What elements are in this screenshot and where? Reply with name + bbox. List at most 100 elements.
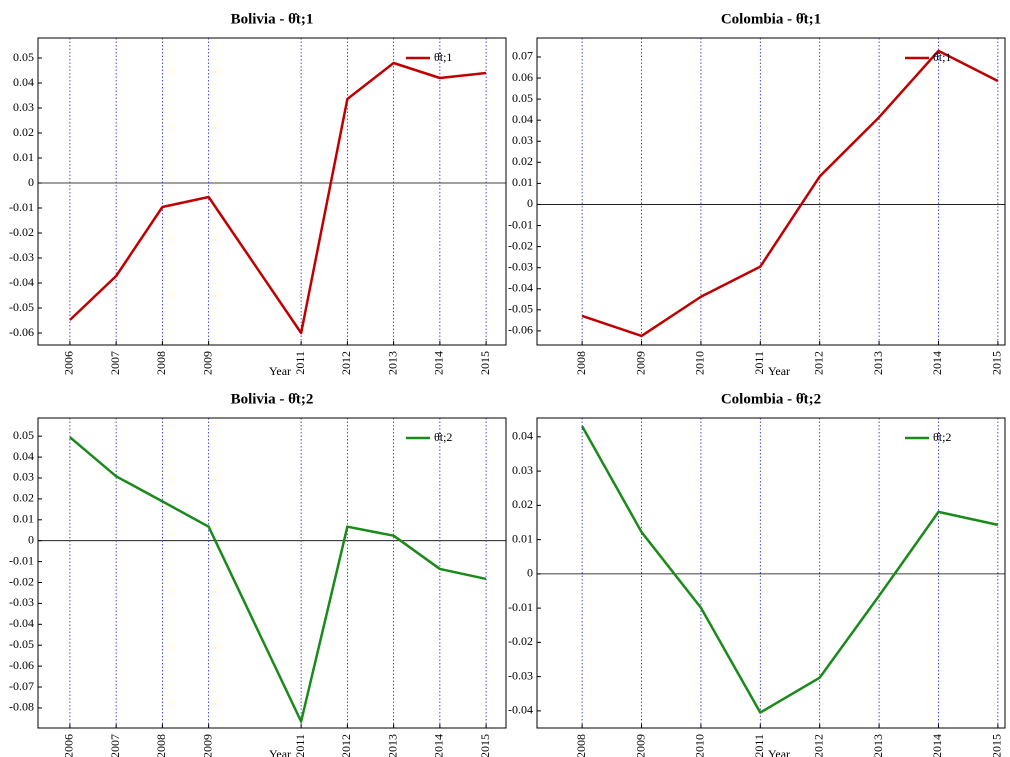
x-tick-label: 2011 <box>752 351 766 375</box>
x-tick-label: 2015 <box>478 734 492 757</box>
chart-title: Colombia - θ̂t;2 <box>721 391 821 407</box>
x-tick-label: 2013 <box>871 351 885 375</box>
x-tick-label: 2014 <box>930 351 944 375</box>
x-tick-label: 2008 <box>154 351 168 375</box>
x-tick-label: 2013 <box>871 734 885 757</box>
y-tick-label: 0.04 <box>512 429 533 443</box>
x-tick-label: 2012 <box>811 734 825 757</box>
y-tick-label: -0.02 <box>508 238 533 252</box>
y-tick-label: 0.02 <box>13 125 34 139</box>
y-tick-label: 0 <box>527 566 533 580</box>
y-tick-label: -0.03 <box>508 259 533 273</box>
y-tick-label: 0.04 <box>512 112 533 126</box>
y-tick-label: 0.05 <box>13 428 34 442</box>
legend: θ̂t;1 <box>905 50 951 64</box>
y-tick-label: -0.01 <box>508 217 533 231</box>
y-tick-label: 0.04 <box>13 75 34 89</box>
y-tick-label: 0.02 <box>512 154 533 168</box>
y-tick-label: -0.01 <box>9 200 34 214</box>
y-tick-label: 0.02 <box>13 491 34 505</box>
legend-label: θ̂t;2 <box>434 430 452 444</box>
data-line <box>69 61 487 335</box>
x-tick-label: 2009 <box>633 351 647 375</box>
y-tick-label: -0.06 <box>9 658 34 672</box>
y-tick-label: 0.04 <box>13 449 34 463</box>
x-tick-label: 2009 <box>200 351 214 375</box>
y-tick-label: -0.08 <box>9 700 34 714</box>
legend-label: θ̂t;2 <box>933 430 951 444</box>
y-tick-label: -0.04 <box>9 616 34 630</box>
data-line <box>581 49 999 338</box>
x-tick-label: 2011 <box>293 351 307 375</box>
y-tick-label: -0.06 <box>9 325 34 339</box>
y-tick-label: 0.07 <box>512 49 533 63</box>
y-tick-label: 0 <box>28 175 34 189</box>
x-tick-label: 2008 <box>574 351 588 375</box>
y-tick-label: 0.03 <box>13 470 34 484</box>
y-tick-label: 0.05 <box>13 50 34 64</box>
x-tick-label: 2008 <box>154 734 168 757</box>
y-tick-label: 0.03 <box>13 100 34 114</box>
x-axis-label: Year <box>768 364 790 378</box>
x-tick-label: 2007 <box>108 351 122 375</box>
y-tick-label: 0.03 <box>512 133 533 147</box>
y-tick-label: -0.02 <box>9 574 34 588</box>
x-tick-label: 2014 <box>432 734 446 757</box>
y-tick-label: 0.02 <box>512 497 533 511</box>
y-tick-label: 0.05 <box>512 91 533 105</box>
x-tick-label: 2014 <box>432 351 446 375</box>
x-tick-label: 2011 <box>293 734 307 757</box>
y-tick-label: -0.06 <box>508 323 533 337</box>
y-tick-label: 0.06 <box>512 70 533 84</box>
y-tick-label: -0.03 <box>508 668 533 682</box>
legend-label: θ̂t;1 <box>434 50 452 64</box>
x-tick-label: 2007 <box>108 734 122 757</box>
y-tick-label: -0.05 <box>9 300 34 314</box>
y-tick-label: -0.05 <box>9 637 34 651</box>
x-tick-label: 2013 <box>385 351 399 375</box>
x-tick-label: 2006 <box>62 351 76 375</box>
legend: θ̂t;2 <box>905 430 951 444</box>
y-tick-label: 0.01 <box>512 175 533 189</box>
x-tick-label: 2006 <box>62 734 76 757</box>
x-tick-label: 2012 <box>339 734 353 757</box>
x-axis-label: Year <box>768 747 790 757</box>
x-tick-label: 2008 <box>574 734 588 757</box>
data-line <box>69 436 487 723</box>
data-line <box>581 425 999 714</box>
y-tick-label: 0 <box>527 196 533 210</box>
plot-frame <box>536 417 1006 729</box>
y-tick-label: -0.03 <box>9 250 34 264</box>
x-tick-label: 2010 <box>693 351 707 375</box>
y-tick-label: -0.07 <box>9 679 34 693</box>
y-tick-label: -0.04 <box>9 275 34 289</box>
chart-title: Bolivia - θ̂t;1 <box>231 11 314 27</box>
y-tick-label: 0.01 <box>13 512 34 526</box>
x-tick-label: 2015 <box>990 351 1004 375</box>
x-tick-label: 2010 <box>693 734 707 757</box>
y-tick-label: -0.02 <box>9 225 34 239</box>
plot-frame <box>536 37 1006 346</box>
y-tick-label: -0.05 <box>508 302 533 316</box>
x-tick-label: 2015 <box>478 351 492 375</box>
x-tick-label: 2009 <box>633 734 647 757</box>
x-axis-label: Year <box>269 747 291 757</box>
plot-frame <box>37 417 507 729</box>
x-tick-label: 2015 <box>990 734 1004 757</box>
x-tick-label: 2011 <box>752 734 766 757</box>
y-tick-label: 0 <box>28 532 34 546</box>
y-tick-label: -0.04 <box>508 280 533 294</box>
y-tick-label: 0.03 <box>512 463 533 477</box>
legend-label: θ̂t;1 <box>933 50 951 64</box>
legend: θ̂t;2 <box>406 430 452 444</box>
x-tick-label: 2009 <box>200 734 214 757</box>
x-tick-label: 2014 <box>930 734 944 757</box>
x-tick-label: 2013 <box>385 734 399 757</box>
x-axis-label: Year <box>269 364 291 378</box>
plot-frame <box>37 37 507 346</box>
y-tick-label: -0.01 <box>9 553 34 567</box>
y-tick-label: -0.03 <box>9 595 34 609</box>
y-tick-label: -0.01 <box>508 600 533 614</box>
x-tick-label: 2012 <box>339 351 353 375</box>
